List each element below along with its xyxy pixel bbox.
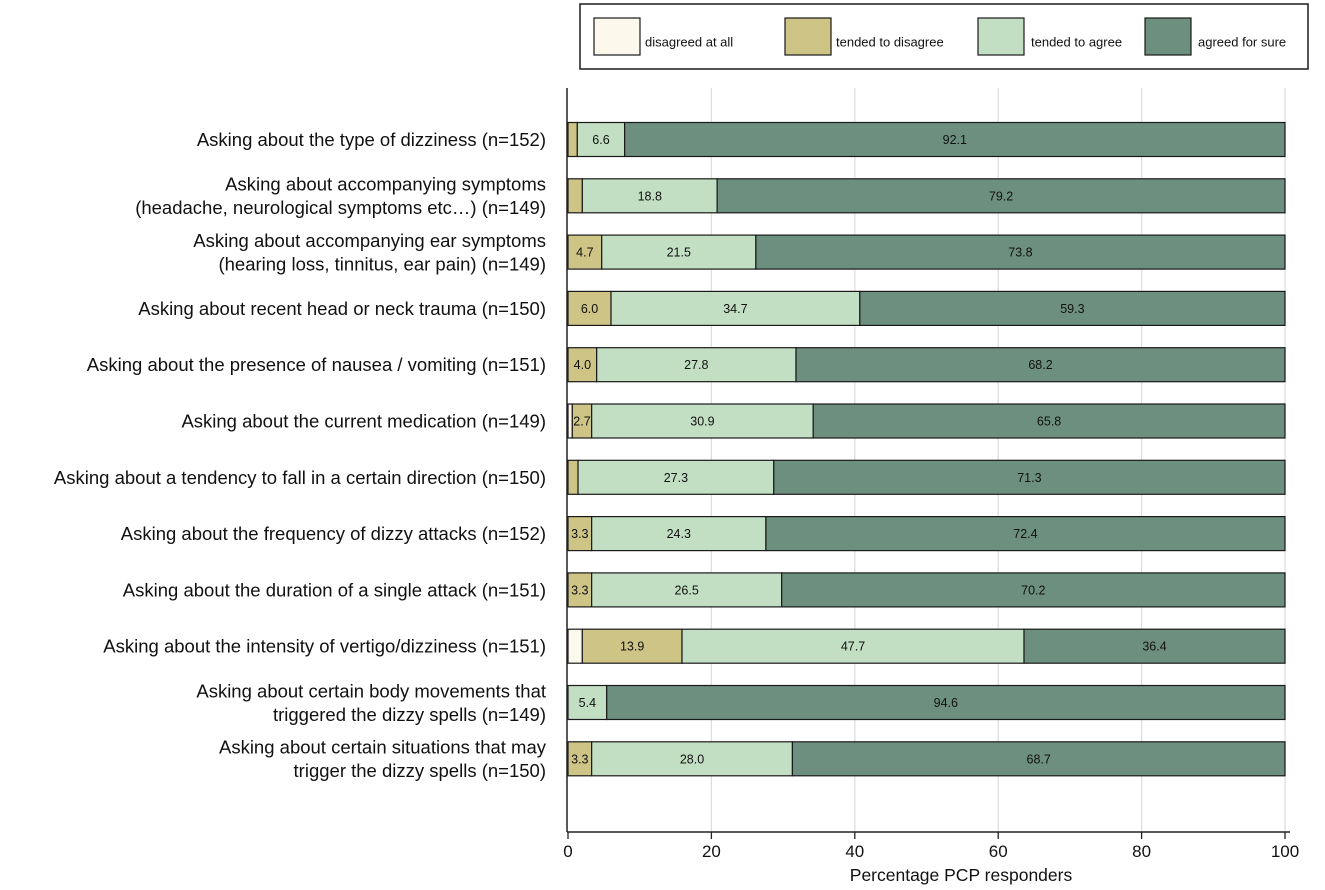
- category-label: Asking about a tendency to fall in a cer…: [54, 467, 546, 488]
- category-label: Asking about the duration of a single at…: [123, 579, 546, 600]
- legend-label: tended to agree: [1031, 35, 1122, 50]
- bar-agreed-for-sure-9: [1023, 628, 1286, 664]
- bar-tended-to-disagree-0: [567, 121, 578, 158]
- bar-value-label: 30.9: [690, 415, 714, 429]
- category-label: Asking about accompanying ear symptoms: [193, 230, 546, 251]
- bar-value-label: 4.0: [574, 358, 591, 372]
- bar-tended-to-agree-7: [591, 515, 767, 552]
- bar-agreed-for-sure-8: [781, 572, 1286, 608]
- bar-value-label: 13.9: [620, 640, 644, 654]
- bar-value-label: 18.8: [638, 189, 662, 203]
- bar-value-label: 2.7: [573, 415, 590, 429]
- bar-value-label: 92.1: [943, 133, 967, 147]
- bar-agreed-for-sure-7: [765, 515, 1286, 552]
- bar-agreed-for-sure-1: [716, 178, 1286, 214]
- bar-value-label: 79.2: [989, 189, 1013, 203]
- bar-tended-to-agree-6: [577, 459, 775, 495]
- bar-tended-to-agree-1: [581, 178, 718, 214]
- legend-label: tended to disagree: [836, 35, 944, 50]
- category-label: Asking about the current medication (n=1…: [181, 411, 546, 432]
- category-label: Asking about the intensity of vertigo/di…: [103, 636, 546, 657]
- bar-agreed-for-sure-4: [795, 347, 1286, 383]
- x-tick-label: 80: [1132, 842, 1151, 861]
- x-tick-label: 0: [563, 842, 572, 861]
- bar-tended-to-agree-5: [591, 403, 814, 439]
- bar-tended-to-agree-10: [567, 684, 608, 721]
- legend-label: agreed for sure: [1198, 35, 1286, 50]
- bar-value-label: 27.8: [684, 358, 708, 372]
- bar-value-label: 94.6: [934, 696, 958, 710]
- legend-swatch-disagreed-at-all: [593, 17, 641, 56]
- bar-tended-to-disagree-1: [567, 178, 583, 214]
- bar-agreed-for-sure-2: [755, 234, 1286, 270]
- bar-value-label: 47.7: [841, 640, 865, 654]
- category-label: Asking about the presence of nausea / vo…: [87, 354, 546, 375]
- bar-tended-to-agree-11: [591, 741, 794, 777]
- bar-value-label: 73.8: [1008, 246, 1032, 260]
- bar-value-label: 6.6: [592, 133, 609, 147]
- bar-agreed-for-sure-3: [859, 290, 1286, 326]
- bar-tended-to-agree-8: [591, 572, 783, 608]
- category-label: Asking about accompanying symptoms: [225, 174, 546, 195]
- bar-value-label: 21.5: [667, 246, 691, 260]
- bar-value-label: 36.4: [1142, 640, 1166, 654]
- legend-label: disagreed at all: [645, 35, 733, 50]
- bar-tended-to-agree-9: [681, 628, 1025, 664]
- bar-value-label: 24.3: [667, 527, 691, 541]
- category-label: (hearing loss, tinnitus, ear pain) (n=14…: [218, 253, 546, 274]
- bar-value-label: 70.2: [1021, 583, 1045, 597]
- bar-value-label: 27.3: [664, 471, 688, 485]
- category-label: Asking about certain body movements that: [196, 680, 546, 701]
- bar-value-label: 3.3: [571, 527, 588, 541]
- bar-value-label: 5.4: [579, 696, 596, 710]
- legend-swatch-tended-to-disagree: [784, 17, 832, 56]
- category-label: Asking about certain situations that may: [219, 737, 547, 758]
- bar-value-label: 68.7: [1027, 752, 1051, 766]
- bar-disagreed-at-all-5: [567, 403, 573, 439]
- bar-agreed-for-sure-10: [606, 684, 1286, 721]
- bar-tended-to-disagree-4: [567, 347, 598, 383]
- bar-agreed-for-sure-5: [812, 403, 1286, 439]
- category-label: Asking about the type of dizziness (n=15…: [197, 129, 546, 150]
- bar-value-label: 59.3: [1060, 302, 1084, 316]
- bar-value-label: 72.4: [1013, 527, 1037, 541]
- bar-value-label: 4.7: [576, 246, 593, 260]
- bar-agreed-for-sure-6: [773, 459, 1286, 495]
- bar-value-label: 3.3: [571, 752, 588, 766]
- legend-swatch-tended-to-agree: [977, 17, 1025, 56]
- x-tick-label: 60: [989, 842, 1008, 861]
- category-label: Asking about the frequency of dizzy atta…: [121, 523, 546, 544]
- x-tick-label: 20: [702, 842, 721, 861]
- bar-tended-to-disagree-6: [567, 459, 579, 495]
- category-label: (headache, neurological symptoms etc…) (…: [135, 197, 546, 218]
- bar-value-label: 34.7: [723, 302, 747, 316]
- legend-swatch-agreed-for-sure: [1144, 17, 1192, 56]
- x-tick-label: 40: [845, 842, 864, 861]
- x-tick-label: 100: [1271, 842, 1299, 861]
- bar-value-label: 3.3: [571, 583, 588, 597]
- category-label: Asking about recent head or neck trauma …: [138, 298, 546, 319]
- bar-value-label: 65.8: [1037, 415, 1061, 429]
- bar-value-label: 28.0: [680, 752, 704, 766]
- x-axis-title: Percentage PCP responders: [850, 865, 1073, 885]
- bar-value-label: 68.2: [1028, 358, 1052, 372]
- bar-value-label: 6.0: [581, 302, 598, 316]
- bar-disagreed-at-all-9: [567, 628, 583, 664]
- category-label: trigger the dizzy spells (n=150): [294, 760, 546, 781]
- bar-agreed-for-sure-0: [624, 121, 1286, 158]
- bar-value-label: 26.5: [674, 583, 698, 597]
- bar-tended-to-agree-3: [610, 290, 861, 326]
- bar-value-label: 71.3: [1017, 471, 1041, 485]
- bar-tended-to-disagree-2: [567, 234, 603, 270]
- category-label: triggered the dizzy spells (n=149): [273, 704, 546, 725]
- bar-agreed-for-sure-11: [791, 741, 1286, 777]
